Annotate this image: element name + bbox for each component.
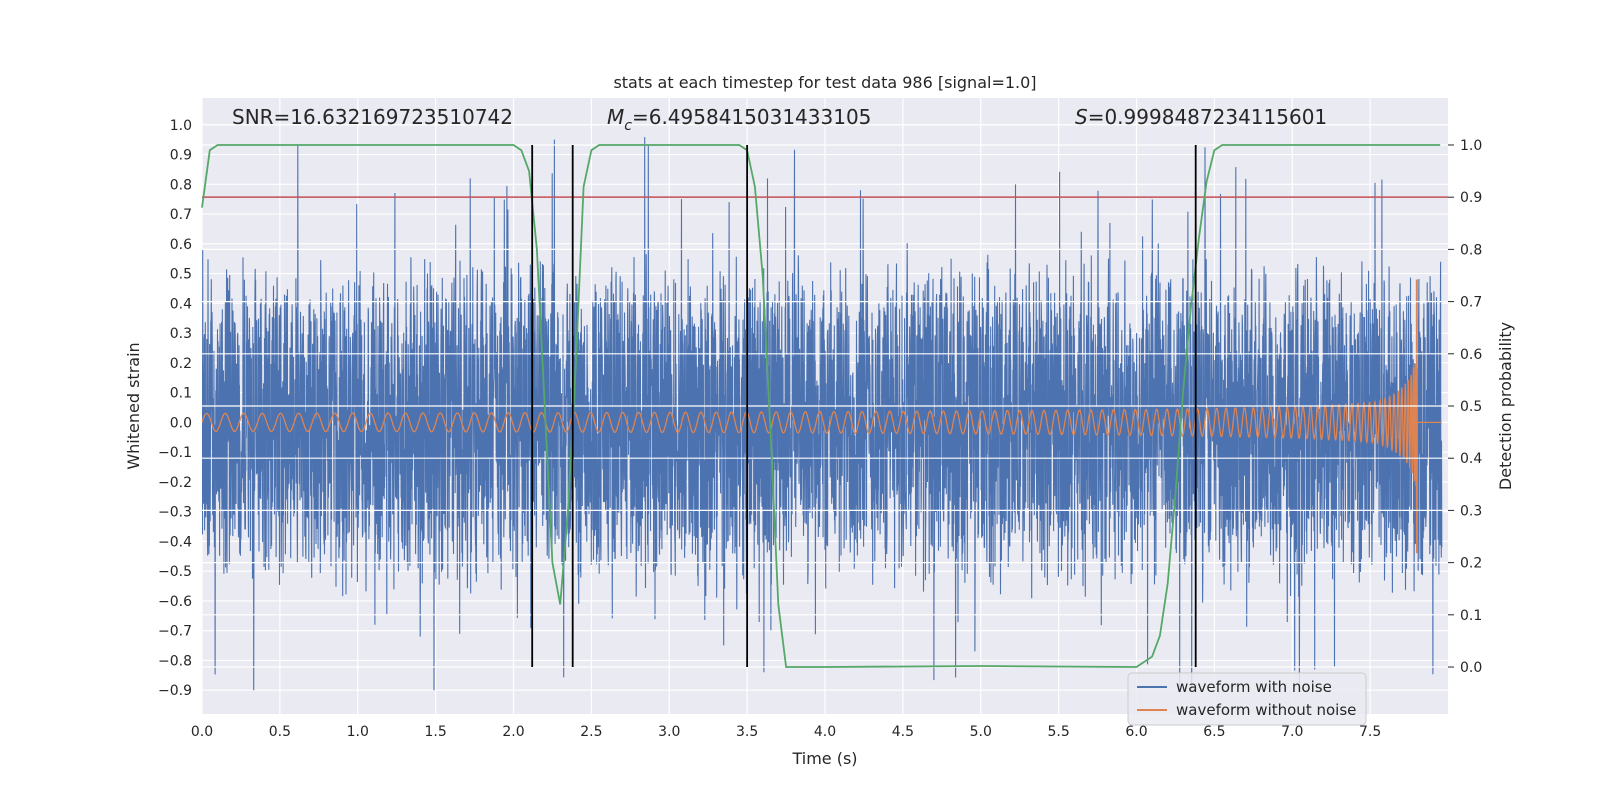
series-detection-probability <box>201 144 1441 668</box>
x-tick-label: 0.5 <box>269 724 291 740</box>
y-axis-label: Whitened strain <box>124 342 143 469</box>
y-tick-label: −0.6 <box>158 594 192 610</box>
score-annotation: S=0.9998487234115601 <box>1075 105 1327 129</box>
y-tick-label: 0.0 <box>170 415 192 431</box>
y-axis-right-label: Detection probability <box>1496 322 1515 490</box>
y-right-tick-label: 0.1 <box>1460 608 1482 624</box>
x-tick-label: 7.5 <box>1359 724 1381 740</box>
y-tick-label: 0.6 <box>170 237 192 253</box>
score-value: =0.9998487234115601 <box>1088 105 1327 129</box>
y-right-tick-label: 0.7 <box>1460 295 1482 311</box>
x-tick-label: 3.0 <box>658 724 680 740</box>
y-tick-label: 0.4 <box>170 296 192 312</box>
y-right-tick-label: 0.9 <box>1460 190 1482 206</box>
x-tick-label: 0.0 <box>191 724 213 740</box>
y-tick-label: −0.9 <box>158 683 192 699</box>
legend-box <box>1127 672 1367 726</box>
y-right-tick-label: 0.2 <box>1460 556 1482 572</box>
legend-label-clean: waveform without noise <box>1176 701 1356 719</box>
x-axis-label: Time (s) <box>791 749 857 768</box>
y-tick-label: −0.8 <box>158 653 192 669</box>
noise-waveform-line <box>202 137 1443 691</box>
y-tick-label: 1.0 <box>170 118 192 134</box>
x-tick-label: 6.0 <box>1125 724 1147 740</box>
x-tick-label: 7.0 <box>1281 724 1303 740</box>
y-tick-label: −0.5 <box>158 564 192 580</box>
chirp-mass-value: =6.4958415031433105 <box>632 105 871 129</box>
y-tick-label: 0.7 <box>170 207 192 223</box>
y-right-tick-label: 0.4 <box>1460 451 1482 467</box>
x-tick-label: 5.0 <box>970 724 992 740</box>
y-tick-label: −0.1 <box>158 445 192 461</box>
y-tick-label: 0.5 <box>170 267 192 283</box>
y-tick-label: 0.8 <box>170 177 192 193</box>
chirp-mass-symbol: M <box>607 105 624 129</box>
y-right-tick-label: 0.8 <box>1460 242 1482 258</box>
series-waveform-with-noise <box>202 137 1443 691</box>
chirp-mass-annotation: Mc=6.4958415031433105 <box>607 105 871 134</box>
x-tick-label: 2.0 <box>502 724 524 740</box>
y-tick-label: −0.3 <box>158 505 192 521</box>
x-tick-label: 2.5 <box>580 724 602 740</box>
y-right-tick-label: 0.3 <box>1460 503 1482 519</box>
chart-title: stats at each timestep for test data 986… <box>613 73 1036 92</box>
event-lines <box>531 144 1197 668</box>
snr-annotation: SNR=16.632169723510742 <box>232 105 513 129</box>
chirp-mass-subscript: c <box>624 118 632 134</box>
right-axis-grid <box>202 144 1448 668</box>
y-axis-right-ticks: 1.0 0.9 0.8 0.7 0.6 0.5 0.4 0.3 0.2 0.1 0.0 <box>1448 138 1482 676</box>
series-waveform-without-noise <box>202 279 1442 554</box>
x-tick-label: 5.5 <box>1047 724 1069 740</box>
x-tick-label: 6.5 <box>1203 724 1225 740</box>
y-right-tick-label: 0.0 <box>1460 660 1482 676</box>
y-tick-label: 0.9 <box>170 148 192 164</box>
x-axis-ticks: 0.0 0.5 1.0 1.5 2.0 2.5 3.0 3.5 4.0 4.5 5.0 5.5 6.0 6… <box>191 724 1381 740</box>
x-tick-label: 1.5 <box>424 724 446 740</box>
score-symbol: S <box>1075 105 1088 129</box>
detection-probability-line <box>201 144 1441 668</box>
legend-label-noise: waveform with noise <box>1176 678 1332 696</box>
legend: waveform with noise waveform without noi… <box>1127 672 1367 726</box>
x-tick-label: 4.0 <box>814 724 836 740</box>
y-right-tick-label: 0.5 <box>1460 399 1482 415</box>
y-axis-ticks: 1.0 0.9 0.8 0.7 0.6 0.5 0.4 0.3 0.2 0.1 0.0 −0.1 −0.… <box>158 118 192 699</box>
x-tick-label: 1.0 <box>347 724 369 740</box>
y-tick-label: 0.1 <box>170 386 192 402</box>
x-tick-label: 3.5 <box>736 724 758 740</box>
y-tick-label: 0.2 <box>170 356 192 372</box>
y-tick-label: −0.7 <box>158 624 192 640</box>
y-tick-label: 0.3 <box>170 326 192 342</box>
y-right-tick-label: 0.6 <box>1460 347 1482 363</box>
clean-waveform-line <box>202 363 1442 486</box>
y-right-tick-label: 1.0 <box>1460 138 1482 154</box>
y-tick-label: −0.4 <box>158 534 192 550</box>
y-tick-label: −0.2 <box>158 475 192 491</box>
x-tick-label: 4.5 <box>892 724 914 740</box>
